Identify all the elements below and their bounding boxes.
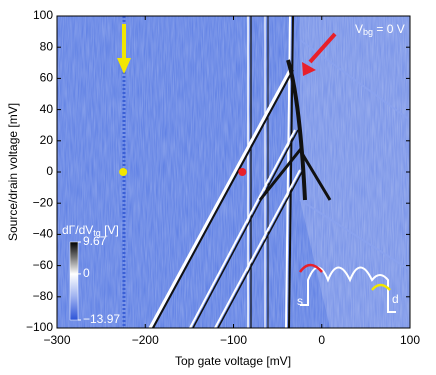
marker-point xyxy=(238,168,247,176)
heatmap xyxy=(57,16,410,328)
marker-point xyxy=(119,168,128,176)
y-tick-label: 80 xyxy=(40,39,54,53)
x-tick-label: 0 xyxy=(318,333,325,347)
x-tick-label: −100 xyxy=(220,333,247,347)
y-tick-label: 60 xyxy=(40,71,54,85)
inset xyxy=(298,263,396,313)
x-tick-label: 100 xyxy=(400,333,420,347)
x-tick-label: −300 xyxy=(43,333,70,347)
colorbar xyxy=(69,241,79,321)
colorbar-tick-label: 0 xyxy=(83,266,90,280)
y-tick-label: −20 xyxy=(33,195,54,209)
colorbar-base: dΓ/dV xyxy=(62,223,93,237)
y-tick-label: −100 xyxy=(26,320,53,334)
colorbar-sub: tg xyxy=(93,228,101,238)
arrow-head xyxy=(117,58,131,74)
inset-label: d xyxy=(392,292,399,306)
y-tick-label: −80 xyxy=(33,289,54,303)
arrow xyxy=(308,32,337,64)
arrow-head xyxy=(302,62,316,76)
annotation-sub: bg xyxy=(363,27,373,37)
colorbar-rest: [V] xyxy=(101,223,119,237)
x-axis-label: Top gate voltage [mV] xyxy=(175,354,291,368)
y-tick-label: 100 xyxy=(33,8,53,22)
colorbar-label: dΓ/dVtg [V] xyxy=(62,223,119,238)
inset-label: s xyxy=(297,294,303,308)
y-tick-label: −60 xyxy=(33,258,54,272)
y-tick-label: 0 xyxy=(46,164,53,178)
colorbar-tick-label: 9.67 xyxy=(83,234,107,248)
y-tick-label: −40 xyxy=(33,227,54,241)
colorbar-tick-label: −13.97 xyxy=(83,312,120,326)
y-axis-label: Source/drain voltage [mV] xyxy=(6,103,20,241)
x-tick-label: −200 xyxy=(132,333,159,347)
annotation-base: V xyxy=(355,22,363,36)
y-tick-label: 20 xyxy=(40,133,54,147)
y-tick-label: 40 xyxy=(40,102,54,116)
annotation: Vbg = 0 V xyxy=(355,22,405,37)
annotation-rest: = 0 V xyxy=(373,22,405,36)
